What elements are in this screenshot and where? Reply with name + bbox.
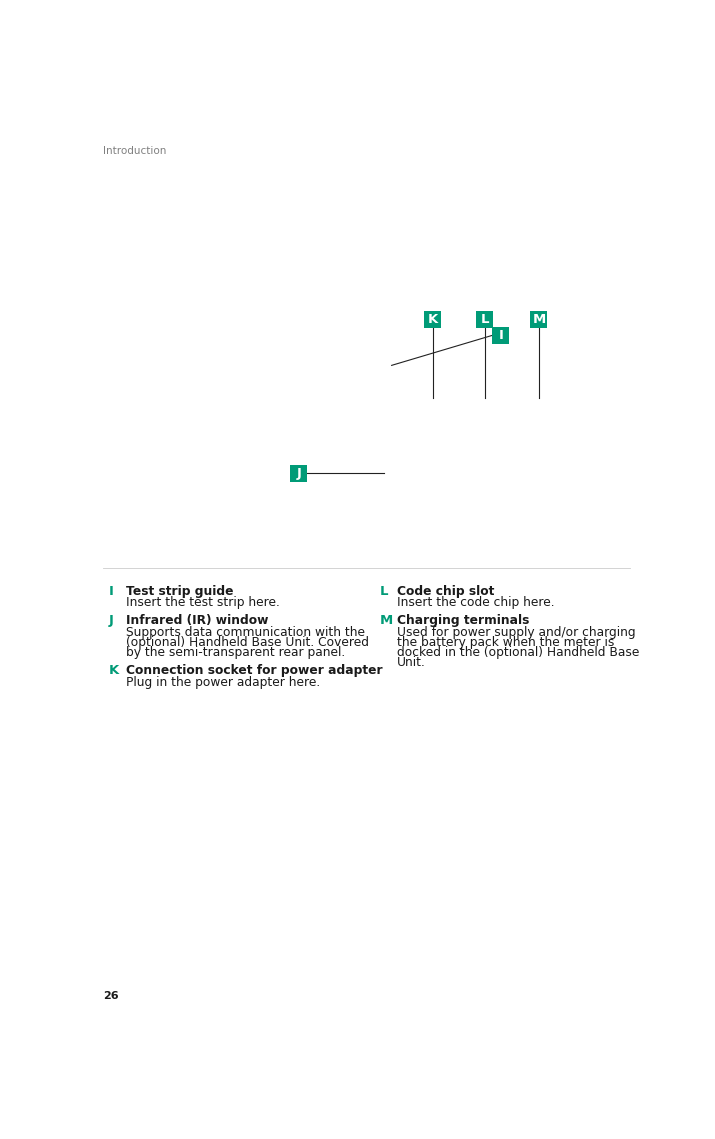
- Bar: [493, 327, 509, 344]
- Text: by the semi-transparent rear panel.: by the semi-transparent rear panel.: [126, 646, 345, 659]
- Text: (optional) Handheld Base Unit. Covered: (optional) Handheld Base Unit. Covered: [126, 636, 369, 649]
- Text: 26: 26: [104, 991, 119, 1001]
- Text: J: J: [109, 614, 114, 628]
- Text: J: J: [296, 467, 301, 480]
- Text: Code chip slot: Code chip slot: [397, 584, 495, 598]
- Text: I: I: [109, 584, 114, 598]
- Text: Unit.: Unit.: [397, 656, 426, 670]
- Text: M: M: [380, 614, 393, 628]
- Text: Connection socket for power adapter: Connection socket for power adapter: [126, 664, 383, 677]
- Text: Supports data communication with the: Supports data communication with the: [126, 625, 365, 639]
- Text: Plug in the power adapter here.: Plug in the power adapter here.: [126, 675, 320, 689]
- Text: K: K: [109, 664, 119, 677]
- Bar: [476, 311, 493, 328]
- Text: M: M: [532, 313, 546, 326]
- Text: Test strip guide: Test strip guide: [126, 584, 233, 598]
- Text: Charging terminals: Charging terminals: [397, 614, 529, 628]
- Text: L: L: [480, 313, 489, 326]
- Text: Used for power supply and/or charging: Used for power supply and/or charging: [397, 625, 636, 639]
- Text: Infrared (IR) window: Infrared (IR) window: [126, 614, 268, 628]
- Text: Introduction: Introduction: [104, 146, 167, 156]
- Bar: [531, 311, 548, 328]
- Text: K: K: [428, 313, 438, 326]
- Text: docked in the (optional) Handheld Base: docked in the (optional) Handheld Base: [397, 646, 639, 659]
- Text: the battery pack when the meter is: the battery pack when the meter is: [397, 636, 614, 649]
- Text: Insert the test strip here.: Insert the test strip here.: [126, 597, 280, 609]
- Bar: [424, 311, 441, 328]
- Text: L: L: [380, 584, 388, 598]
- Text: Insert the code chip here.: Insert the code chip here.: [397, 597, 555, 609]
- Text: I: I: [498, 329, 503, 342]
- Bar: [290, 465, 307, 482]
